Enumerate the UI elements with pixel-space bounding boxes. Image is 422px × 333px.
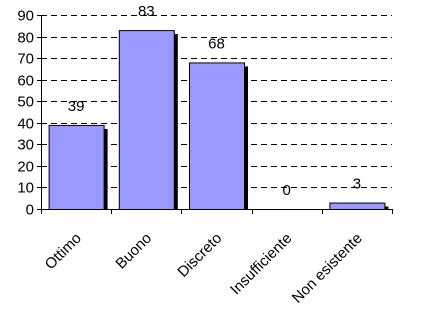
data-label-4: 3 xyxy=(353,176,361,193)
y-tick-label-80: 80 xyxy=(17,30,34,47)
y-tick-label-40: 40 xyxy=(17,116,34,133)
bar-discreto xyxy=(189,62,245,210)
bar-layer xyxy=(48,30,389,211)
data-label-1: 83 xyxy=(138,3,155,20)
x-tick-label-1: Buono xyxy=(112,230,155,273)
data-label-0: 39 xyxy=(68,98,85,115)
x-tick-label-4: Non esistente xyxy=(289,230,366,307)
y-tick-label-30: 30 xyxy=(17,137,34,154)
data-label-2: 68 xyxy=(208,35,225,52)
axis-layer xyxy=(37,15,393,214)
x-tick-label-3: Insufficiente xyxy=(227,230,295,298)
y-tick-label-90: 90 xyxy=(17,8,34,25)
y-tick-label-10: 10 xyxy=(17,180,34,197)
y-tick-label-20: 20 xyxy=(17,159,34,176)
y-tick-label-60: 60 xyxy=(17,73,34,90)
bar-non-esistente xyxy=(329,202,386,211)
x-tick-label-0: Ottimo xyxy=(42,230,85,273)
bar-ottimo xyxy=(48,124,105,210)
bar-buono xyxy=(118,30,175,211)
x-tick-label-2: Discreto xyxy=(174,230,225,281)
data-label-3: 0 xyxy=(283,182,291,199)
y-tick-label-0: 0 xyxy=(26,202,34,219)
y-tick-label-50: 50 xyxy=(17,94,34,111)
y-tick-label-70: 70 xyxy=(17,51,34,68)
